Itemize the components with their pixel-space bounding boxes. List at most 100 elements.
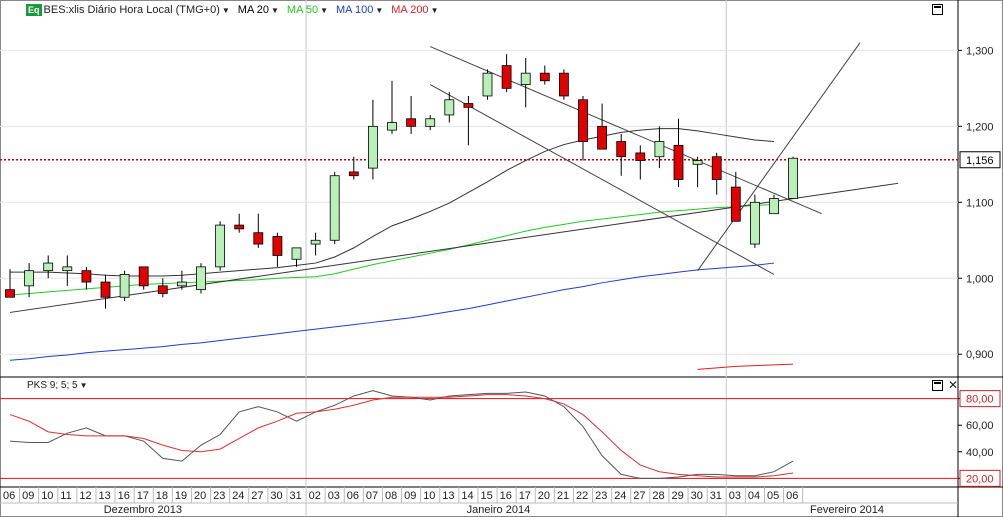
chevron-down-icon[interactable]: ▼ xyxy=(375,5,384,15)
date-tick-label: 07 xyxy=(366,490,378,502)
candle-body xyxy=(329,175,340,241)
date-tick-label: 17 xyxy=(519,490,531,502)
date-tick-label: 23 xyxy=(595,490,607,502)
candle-body xyxy=(291,247,302,260)
candle-body xyxy=(43,262,54,272)
month-label: Fevereiro 2014 xyxy=(810,504,884,516)
date-tick-label: 13 xyxy=(99,490,111,502)
date-tick-label: 30 xyxy=(691,490,703,502)
current-price-box xyxy=(959,151,1001,169)
candle-body xyxy=(730,186,741,222)
date-tick-label: 20 xyxy=(538,490,550,502)
candle-body xyxy=(425,118,436,127)
chart-header: Eq BES:xlis Diário Hora Local (TMG+0) ▼ M… xyxy=(0,0,438,20)
close-icon[interactable]: ✕ xyxy=(948,378,959,392)
candle-body xyxy=(215,224,226,268)
date-tick-label: 06 xyxy=(347,490,359,502)
date-tick-label: 12 xyxy=(79,490,91,502)
candle-body xyxy=(196,266,206,291)
chevron-down-icon[interactable]: ▼ xyxy=(430,5,439,15)
oscillator-label[interactable]: PKS 9; 5; 5 xyxy=(27,380,78,391)
ma20-label[interactable]: MA 20 xyxy=(237,4,269,16)
candle-body xyxy=(100,281,111,298)
date-tick-label: 15 xyxy=(481,490,493,502)
osc-level-label: 20,00 xyxy=(966,473,994,485)
date-tick-label: 09 xyxy=(404,490,416,502)
candle-body xyxy=(482,72,493,97)
candle-body xyxy=(654,141,665,158)
date-tick-label: 24 xyxy=(232,490,244,502)
date-tick-label: 19 xyxy=(175,490,187,502)
date-tick-label: 06 xyxy=(786,490,798,502)
trendline xyxy=(430,46,822,215)
price-tick-label: 0,900 xyxy=(966,349,994,361)
candle-body xyxy=(157,285,168,294)
osc-tick-label: 40,00 xyxy=(966,447,994,459)
date-tick-label: 14 xyxy=(461,490,473,502)
pks-slow-line xyxy=(9,390,794,479)
date-tick-label: 08 xyxy=(385,490,397,502)
candle-body xyxy=(616,141,627,158)
date-tick-label: 30 xyxy=(270,490,282,502)
maximize-icon[interactable] xyxy=(932,380,943,391)
date-tick-label: 23 xyxy=(213,490,225,502)
osc-level-box xyxy=(959,390,1001,408)
month-label: Janeiro 2014 xyxy=(467,504,531,516)
ma200-label[interactable]: MA 200 xyxy=(391,4,429,16)
candle-body xyxy=(711,156,722,180)
date-tick-label: 05 xyxy=(767,490,779,502)
chevron-down-icon[interactable]: ▼ xyxy=(320,5,329,15)
ma50-line xyxy=(9,204,775,296)
candle-body xyxy=(387,122,397,131)
candle-body xyxy=(635,152,646,161)
date-tick-label: 16 xyxy=(118,490,130,502)
candle-body xyxy=(520,72,531,85)
candle-body xyxy=(406,118,417,127)
ma50-label[interactable]: MA 50 xyxy=(286,4,319,16)
date-tick-label: 16 xyxy=(500,490,512,502)
candle-body xyxy=(310,239,321,245)
price-tick-label: 1,100 xyxy=(966,197,994,209)
candle-body xyxy=(539,72,550,82)
candle-body xyxy=(444,99,455,116)
date-tick-label: 02 xyxy=(309,490,321,502)
candle-body xyxy=(692,160,703,165)
candle-body xyxy=(673,144,684,180)
chevron-down-icon[interactable]: ▼ xyxy=(270,5,279,15)
maximize-icon[interactable] xyxy=(932,4,943,15)
date-tick-label: 28 xyxy=(652,490,664,502)
candle-body xyxy=(138,266,149,287)
symbol-title[interactable]: BES:xlis Diário Hora Local (TMG+0) xyxy=(43,4,220,16)
month-label: Dezembro 2013 xyxy=(104,504,182,516)
osc-tick-label: 60,00 xyxy=(966,420,994,432)
ma100-label[interactable]: MA 100 xyxy=(336,4,374,16)
date-tick-label: 09 xyxy=(22,490,34,502)
ma200-line xyxy=(697,363,794,370)
price-tick-label: 1,000 xyxy=(966,273,994,285)
date-tick-label: 11 xyxy=(60,490,71,502)
candle-body xyxy=(234,224,245,230)
trendline xyxy=(697,42,861,271)
candle-body xyxy=(597,125,607,150)
candle-body xyxy=(81,270,92,283)
chevron-down-icon[interactable]: ▼ xyxy=(79,381,88,390)
osc-level-label: 80,00 xyxy=(966,394,994,406)
date-tick-label: 31 xyxy=(290,490,302,502)
osc-level-box xyxy=(959,469,1001,487)
date-tick-label: 21 xyxy=(557,490,569,502)
ma20-line xyxy=(10,128,775,277)
equity-badge: Eq xyxy=(26,4,42,16)
chevron-down-icon[interactable]: ▼ xyxy=(221,5,230,15)
candle-body xyxy=(119,274,130,298)
date-tick-label: 13 xyxy=(442,490,454,502)
date-tick-label: 18 xyxy=(156,490,168,502)
date-tick-label: 04 xyxy=(748,490,760,502)
date-tick-label: 24 xyxy=(614,490,626,502)
pks-fast-line xyxy=(9,394,794,478)
candle-body xyxy=(348,171,359,177)
candle-body xyxy=(272,236,283,256)
candle-body xyxy=(578,99,588,142)
candle-body xyxy=(463,103,474,108)
